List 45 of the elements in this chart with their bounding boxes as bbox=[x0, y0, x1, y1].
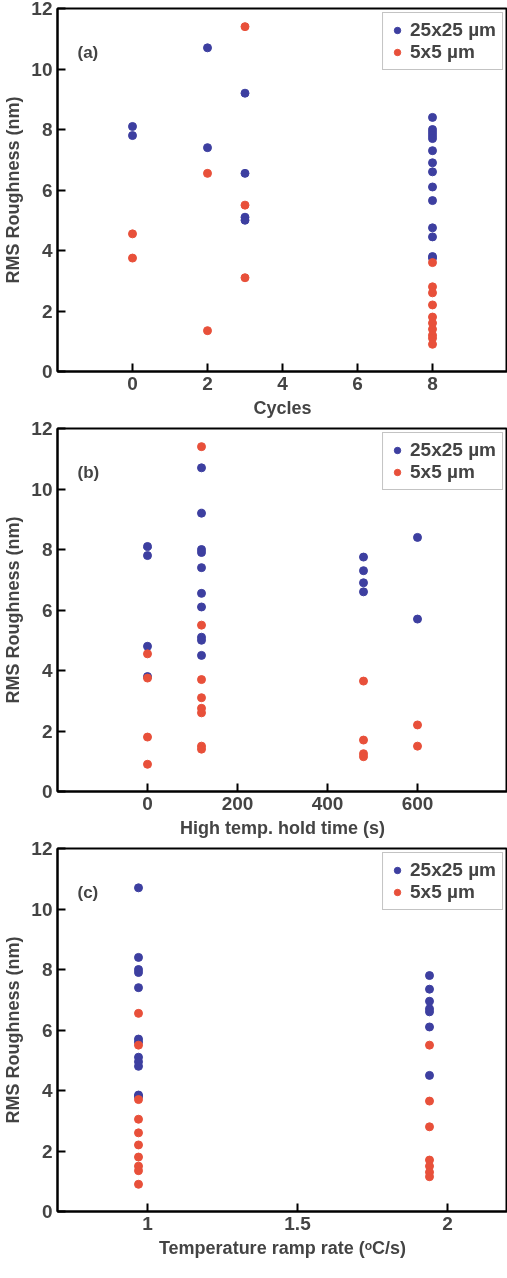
x-tick-label: 600 bbox=[401, 792, 434, 814]
x-tick-label: 200 bbox=[221, 792, 254, 814]
y-tick-label: 12 bbox=[31, 838, 53, 859]
legend-label: 25x25 µm bbox=[410, 859, 496, 881]
x-tick-label: 2 bbox=[202, 372, 213, 394]
y-tick-label: 8 bbox=[41, 539, 53, 560]
y-tick-label: 6 bbox=[41, 1019, 53, 1041]
y-tick-label: 6 bbox=[41, 179, 53, 201]
x-tick-label: 400 bbox=[311, 792, 344, 814]
x-axis-title: Temperature ramp rate (ᵒC/s) bbox=[158, 1237, 407, 1258]
x-axis-title: High temp. hold time (s) bbox=[180, 817, 385, 838]
y-tick-label: 4 bbox=[41, 660, 53, 681]
y-axis-title: RMS Roughness (nm) bbox=[3, 96, 24, 284]
y-tick-label: 6 bbox=[41, 599, 53, 621]
y-tick-label: 12 bbox=[31, 418, 53, 439]
y-tick-label: 2 bbox=[41, 720, 53, 742]
x-tick-label: 8 bbox=[427, 372, 438, 394]
legend-label: 25x25 µm bbox=[410, 439, 496, 461]
x-tick-label: 4 bbox=[277, 372, 289, 394]
legend-label: 5x5 µm bbox=[410, 461, 475, 483]
x-tick-label: 0 bbox=[142, 792, 153, 814]
y-tick-label: 2 bbox=[41, 1140, 53, 1162]
y-tick-label: 8 bbox=[41, 119, 53, 140]
y-tick-label: 4 bbox=[41, 1080, 53, 1101]
annotation: (c) bbox=[77, 882, 99, 902]
x-axis-title: Cycles bbox=[253, 397, 312, 418]
legend-label: 25x25 µm bbox=[410, 19, 496, 41]
legend-label: 5x5 µm bbox=[410, 881, 475, 903]
y-axis-title: RMS Roughness (nm) bbox=[3, 516, 24, 704]
legend-label: 5x5 µm bbox=[410, 41, 475, 63]
y-tick-label: 10 bbox=[31, 898, 53, 920]
y-tick-label: 2 bbox=[41, 300, 53, 322]
y-tick-label: 8 bbox=[41, 959, 53, 980]
y-tick-label: 12 bbox=[31, 0, 53, 19]
y-tick-label: 10 bbox=[31, 478, 53, 500]
x-tick-label: 6 bbox=[352, 372, 363, 394]
y-tick-label: 4 bbox=[41, 240, 53, 261]
x-tick-label: 2 bbox=[442, 1212, 453, 1234]
annotation: (a) bbox=[77, 42, 99, 62]
x-tick-label: 1 bbox=[142, 1212, 154, 1234]
annotation: (b) bbox=[77, 462, 100, 482]
x-tick-label: 0 bbox=[127, 372, 138, 394]
y-axis-title: RMS Roughness (nm) bbox=[3, 936, 24, 1124]
x-tick-label: 1.5 bbox=[284, 1212, 312, 1234]
y-tick-label: 10 bbox=[31, 58, 53, 80]
